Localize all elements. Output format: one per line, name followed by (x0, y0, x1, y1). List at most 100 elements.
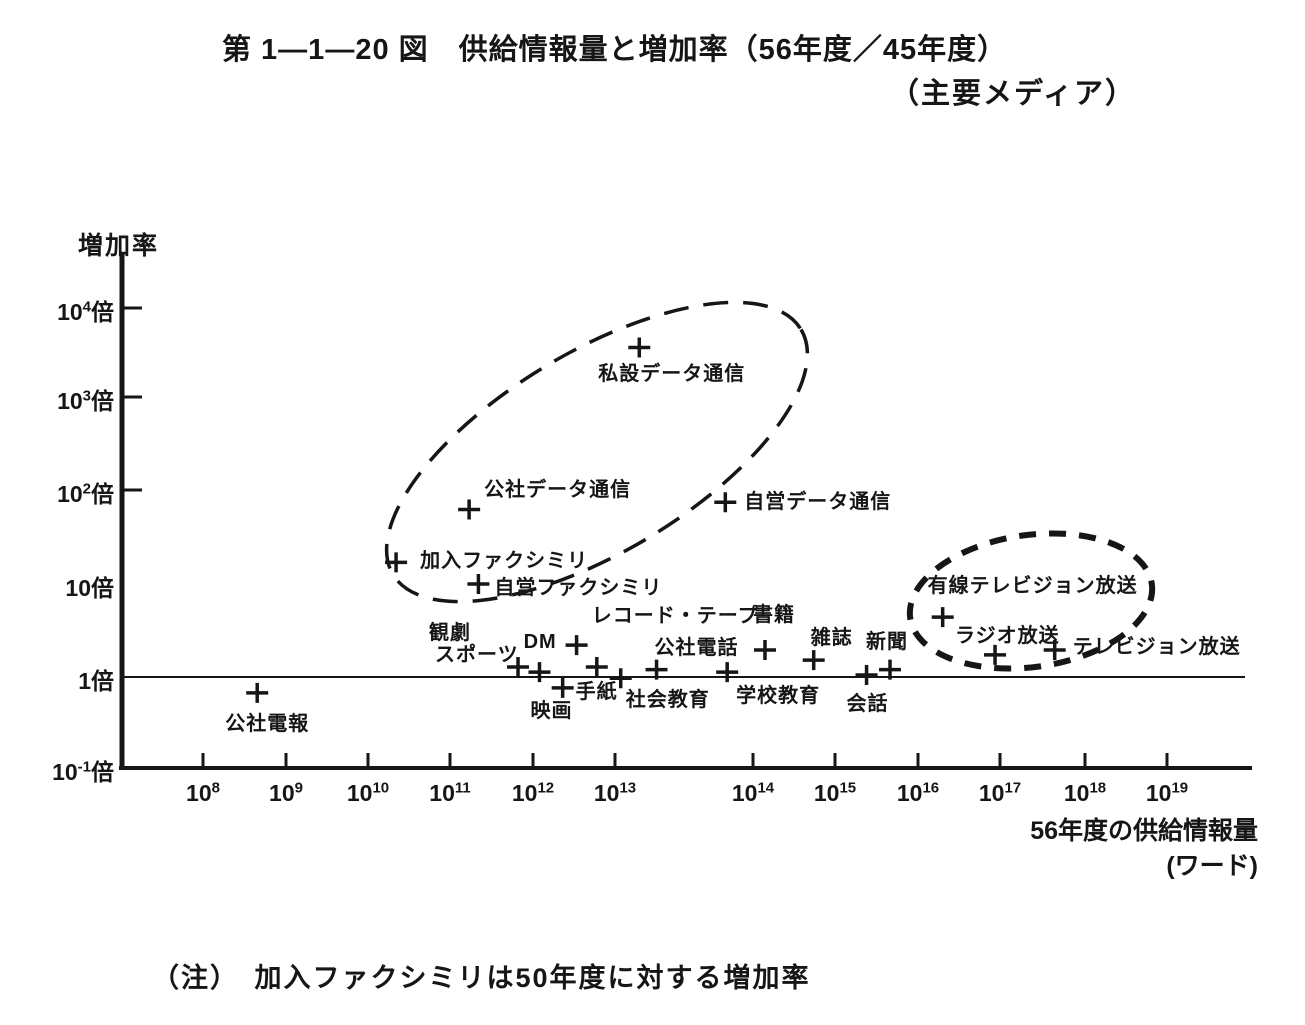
data-point-marker (855, 665, 878, 686)
data-point-label-line: レコード・テープ (591, 605, 759, 628)
x-tick-label: 1019 (1145, 779, 1189, 806)
data-point-label: 雑誌 (811, 627, 853, 649)
x-axis-title: 56年度の供給情報量 (ワード) (1030, 814, 1258, 884)
x-tick-label: 109 (269, 779, 303, 806)
y-tick-label: 1倍 (78, 668, 114, 694)
data-point-marker (246, 682, 269, 703)
data-point-label: 自営ファクシミリ (494, 577, 662, 599)
x-tick-label: 1017 (978, 779, 1022, 806)
data-point-label: 公社データ通信 (484, 479, 631, 501)
exponent: 12 (537, 779, 555, 797)
exponent: 11 (454, 779, 471, 797)
data-point-marker (879, 659, 902, 680)
exponent: 2 (82, 480, 91, 498)
exponent: 4 (82, 298, 91, 316)
data-point-marker (714, 492, 737, 513)
exponent: 15 (839, 779, 857, 797)
data-point-label: 手紙 (576, 681, 618, 703)
exponent: 17 (1004, 779, 1022, 797)
figure-subtitle: （主要メディア） (890, 78, 1136, 110)
data-point-label-line: 雑誌 (810, 627, 853, 650)
data-point-marker (528, 662, 551, 683)
x-tick-label: 1010 (346, 779, 390, 806)
data-point-marker (565, 635, 588, 656)
y-tick-label: 102倍 (57, 480, 114, 507)
data-point-label-line: 会話 (846, 693, 889, 716)
data-point-label: 映画 (530, 700, 572, 722)
y-tick-label: 10-1倍 (52, 758, 114, 785)
data-point-label: 学校教育 (736, 685, 820, 707)
exponent: 10 (372, 779, 390, 797)
x-tick-label: 1012 (511, 779, 555, 806)
data-point-marker (609, 668, 632, 689)
data-point-label-line: 自営データ通信 (744, 491, 892, 514)
y-tick-label: 103倍 (57, 387, 114, 414)
data-point-label: 書籍 (753, 604, 795, 626)
data-point-label: 会話 (847, 693, 889, 715)
data-point-label: 公社電話 (655, 637, 739, 659)
exponent: 14 (757, 779, 775, 797)
data-point-marker (628, 337, 651, 358)
data-point-label-line: 社会教育 (625, 689, 710, 712)
exponent: 19 (1171, 779, 1189, 797)
data-point-label-line: 映画 (530, 700, 573, 723)
data-point-label-line: 観劇 (429, 622, 472, 645)
data-point-marker (1043, 640, 1066, 661)
data-point-label: 社会教育 (626, 689, 710, 711)
data-point-label-line: 私設データ通信 (598, 363, 746, 386)
y-tick-label: 104倍 (57, 298, 114, 325)
data-point-marker (716, 662, 739, 683)
data-point-label-line: 新聞 (866, 630, 908, 653)
exponent: 9 (294, 779, 303, 797)
exponent: 13 (619, 779, 637, 797)
exponent: 16 (922, 779, 940, 797)
data-point-label: 私設データ通信 (598, 363, 745, 385)
data-point-label: 有線テレビジョン放送 (928, 575, 1138, 597)
data-point-marker (585, 657, 608, 678)
exponent: 8 (211, 779, 220, 797)
data-point-label: 自営データ通信 (744, 491, 891, 513)
data-point-marker (551, 677, 574, 698)
data-point-marker (931, 607, 954, 628)
data-point-marker (984, 644, 1007, 665)
data-point-label-line: 公社電話 (654, 636, 739, 659)
data-point-marker (645, 659, 668, 680)
data-point-label-line: 学校教育 (736, 685, 821, 708)
data-point-marker (458, 499, 481, 520)
data-point-label-line: DM (523, 631, 557, 654)
x-tick-label: 1015 (813, 779, 857, 806)
data-point-marker (507, 657, 530, 678)
data-point-label: 観劇 スポーツ (429, 622, 519, 666)
y-axis-title: 増加率 (78, 232, 160, 260)
x-tick-label: 1016 (896, 779, 940, 806)
x-axis-title-unit: (ワード) (1166, 852, 1258, 880)
data-point-label-line: ラジオ放送 (955, 624, 1060, 647)
data-point-marker (753, 640, 776, 661)
data-point-label: レコード・テープ (592, 605, 759, 627)
data-point-label: テレビジョン放送 (1073, 636, 1241, 658)
data-point-label-line: 公社電報 (225, 712, 310, 735)
exponent: 18 (1089, 779, 1107, 797)
data-point-label-line: 手紙 (575, 680, 618, 703)
data-point-label-line: 書籍 (752, 604, 795, 627)
x-tick-label: 108 (186, 779, 220, 806)
data-point-marker (467, 574, 490, 594)
data-point-label-line: スポーツ (435, 644, 519, 667)
data-point-label-line: テレビジョン放送 (1072, 636, 1241, 659)
x-axis-title-text: 56年度の供給情報量 (1030, 817, 1258, 845)
data-point-label-line: 有線テレビジョン放送 (927, 575, 1138, 598)
y-tick-label: 10倍 (65, 575, 114, 601)
group-ellipse (906, 530, 1156, 672)
data-point-label: 新聞 (866, 631, 908, 653)
exponent: -1 (77, 758, 91, 776)
footnote: （注） 加入ファクシミリは50年度に対する増加率 (152, 963, 811, 993)
data-point-label: DM (524, 631, 557, 653)
figure-title: 第 1―1―20 図 供給情報量と増加率（56年度／45年度） (222, 34, 1008, 66)
data-point-marker (385, 552, 408, 573)
x-tick-label: 1011 (429, 779, 471, 806)
data-point-label-line: 加入ファクシミリ (420, 550, 589, 573)
data-point-marker (802, 650, 825, 671)
data-point-label: ラジオ放送 (955, 625, 1060, 647)
